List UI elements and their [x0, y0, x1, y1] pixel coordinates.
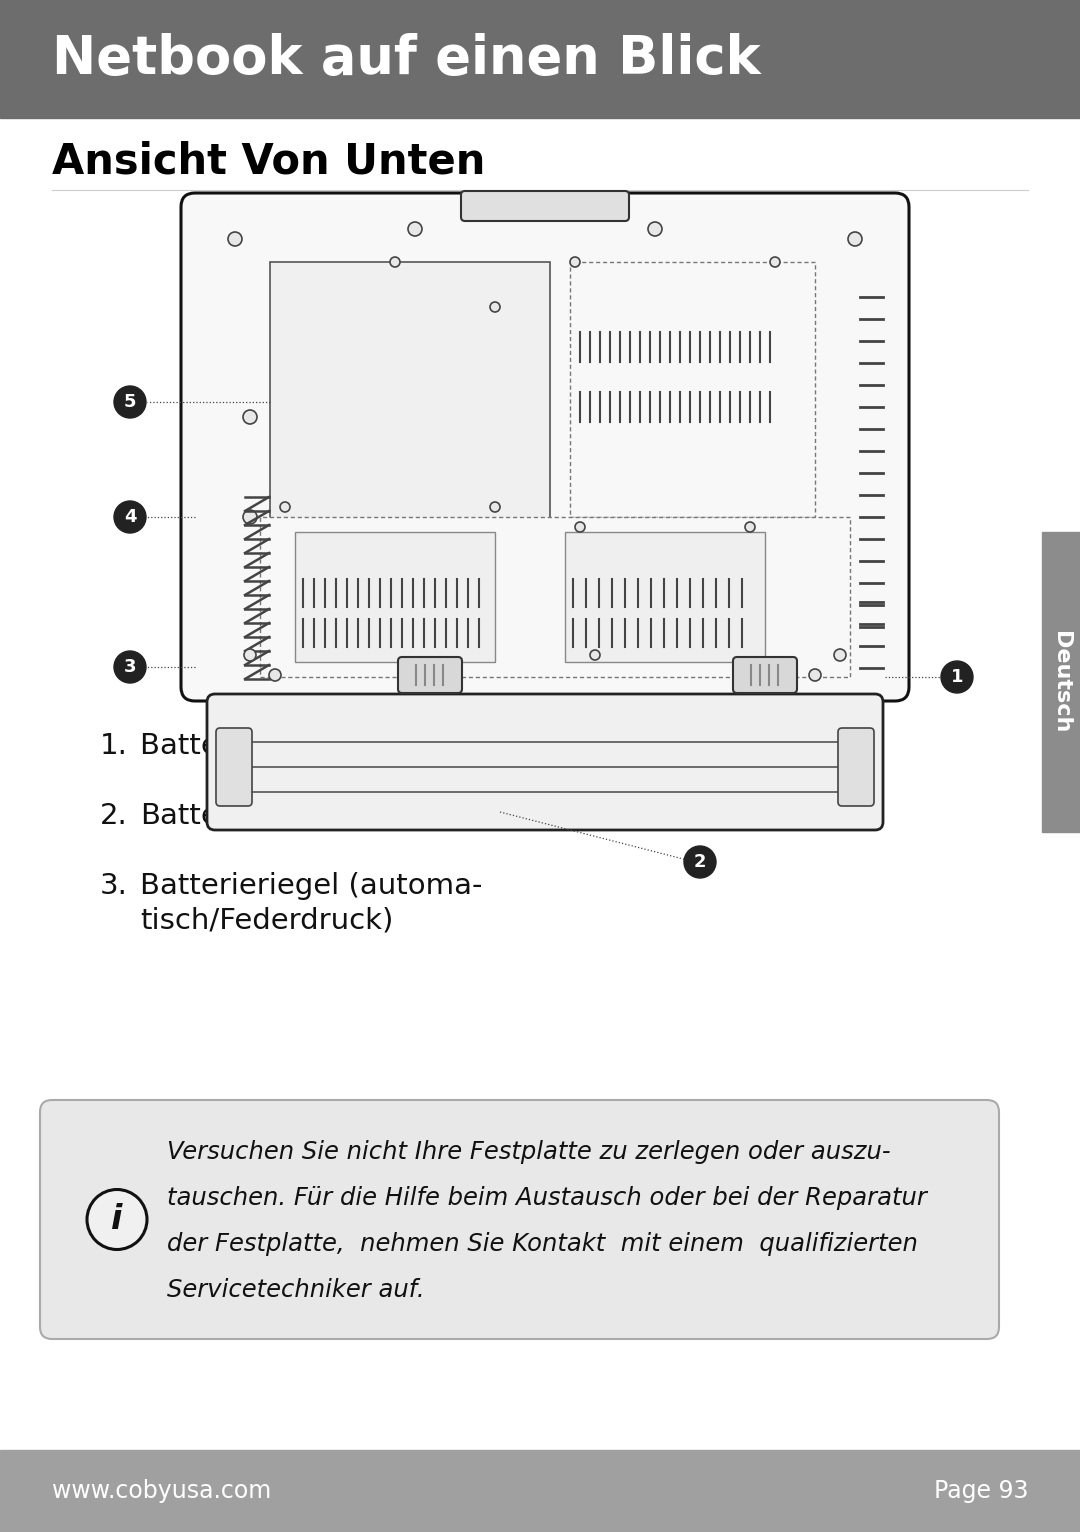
Circle shape [244, 650, 256, 660]
FancyBboxPatch shape [838, 728, 874, 806]
Circle shape [114, 386, 146, 418]
FancyBboxPatch shape [733, 657, 797, 692]
Text: Netbook auf einen Blick: Netbook auf einen Blick [52, 34, 760, 84]
FancyBboxPatch shape [40, 1100, 999, 1339]
Circle shape [745, 522, 755, 532]
FancyBboxPatch shape [570, 262, 815, 516]
Text: 3: 3 [124, 659, 136, 676]
Circle shape [490, 302, 500, 313]
Circle shape [490, 502, 500, 512]
Text: 4: 4 [124, 509, 136, 525]
Text: Batteriepack: Batteriepack [140, 801, 326, 830]
FancyBboxPatch shape [207, 694, 883, 830]
Text: Page 93: Page 93 [933, 1478, 1028, 1503]
Circle shape [228, 231, 242, 247]
Circle shape [941, 660, 973, 692]
Circle shape [648, 222, 662, 236]
Text: 5: 5 [124, 394, 136, 411]
Bar [0, 0, 1080, 118]
Circle shape [408, 222, 422, 236]
Text: 1: 1 [950, 668, 963, 686]
Text: Batterieriegel (manuell): Batterieriegel (manuell) [140, 732, 489, 760]
Text: 5.: 5. [545, 801, 572, 830]
FancyBboxPatch shape [461, 192, 629, 221]
Circle shape [570, 257, 580, 267]
Circle shape [770, 257, 780, 267]
Text: 1.: 1. [100, 732, 127, 760]
Circle shape [809, 669, 821, 682]
Circle shape [114, 651, 146, 683]
Text: Belüftung: Belüftung [585, 732, 726, 760]
Text: Batterieriegel (automa-: Batterieriegel (automa- [140, 872, 483, 899]
Circle shape [834, 650, 846, 660]
Text: 2: 2 [693, 853, 706, 872]
Circle shape [114, 501, 146, 533]
Text: i: i [111, 1203, 123, 1236]
FancyBboxPatch shape [260, 516, 850, 677]
FancyBboxPatch shape [216, 728, 252, 806]
Text: Servicetechniker auf.: Servicetechniker auf. [167, 1278, 424, 1302]
Circle shape [87, 1189, 147, 1250]
Circle shape [590, 650, 600, 660]
Circle shape [243, 411, 257, 424]
Text: www.cobyusa.com: www.cobyusa.com [52, 1478, 271, 1503]
FancyBboxPatch shape [399, 657, 462, 692]
Circle shape [684, 846, 716, 878]
Text: der Festplatte,  nehmen Sie Kontakt  mit einem  qualifizierten: der Festplatte, nehmen Sie Kontakt mit e… [167, 1232, 918, 1256]
Text: 2.: 2. [100, 801, 127, 830]
Circle shape [390, 257, 400, 267]
Text: tisch/Federdruck): tisch/Federdruck) [140, 905, 393, 935]
Circle shape [848, 231, 862, 247]
Text: Versuchen Sie nicht Ihre Festplatte zu zerlegen oder auszu-: Versuchen Sie nicht Ihre Festplatte zu z… [167, 1140, 891, 1164]
Text: Deutsch: Deutsch [1051, 631, 1071, 734]
FancyBboxPatch shape [181, 193, 909, 702]
Text: Ansicht Von Unten: Ansicht Von Unten [52, 139, 485, 182]
Circle shape [269, 669, 281, 682]
Text: 4.: 4. [545, 732, 572, 760]
Text: 3.: 3. [100, 872, 127, 899]
Bar [1042, 532, 1080, 832]
FancyBboxPatch shape [295, 532, 495, 662]
FancyBboxPatch shape [270, 262, 550, 578]
Bar [0, 1449, 1080, 1532]
Text: Festplattenraum: Festplattenraum [585, 801, 825, 830]
Circle shape [575, 522, 585, 532]
Text: tauschen. Für die Hilfe beim Austausch oder bei der Reparatur: tauschen. Für die Hilfe beim Austausch o… [167, 1186, 927, 1210]
FancyBboxPatch shape [565, 532, 765, 662]
Circle shape [280, 502, 291, 512]
Circle shape [243, 510, 257, 524]
